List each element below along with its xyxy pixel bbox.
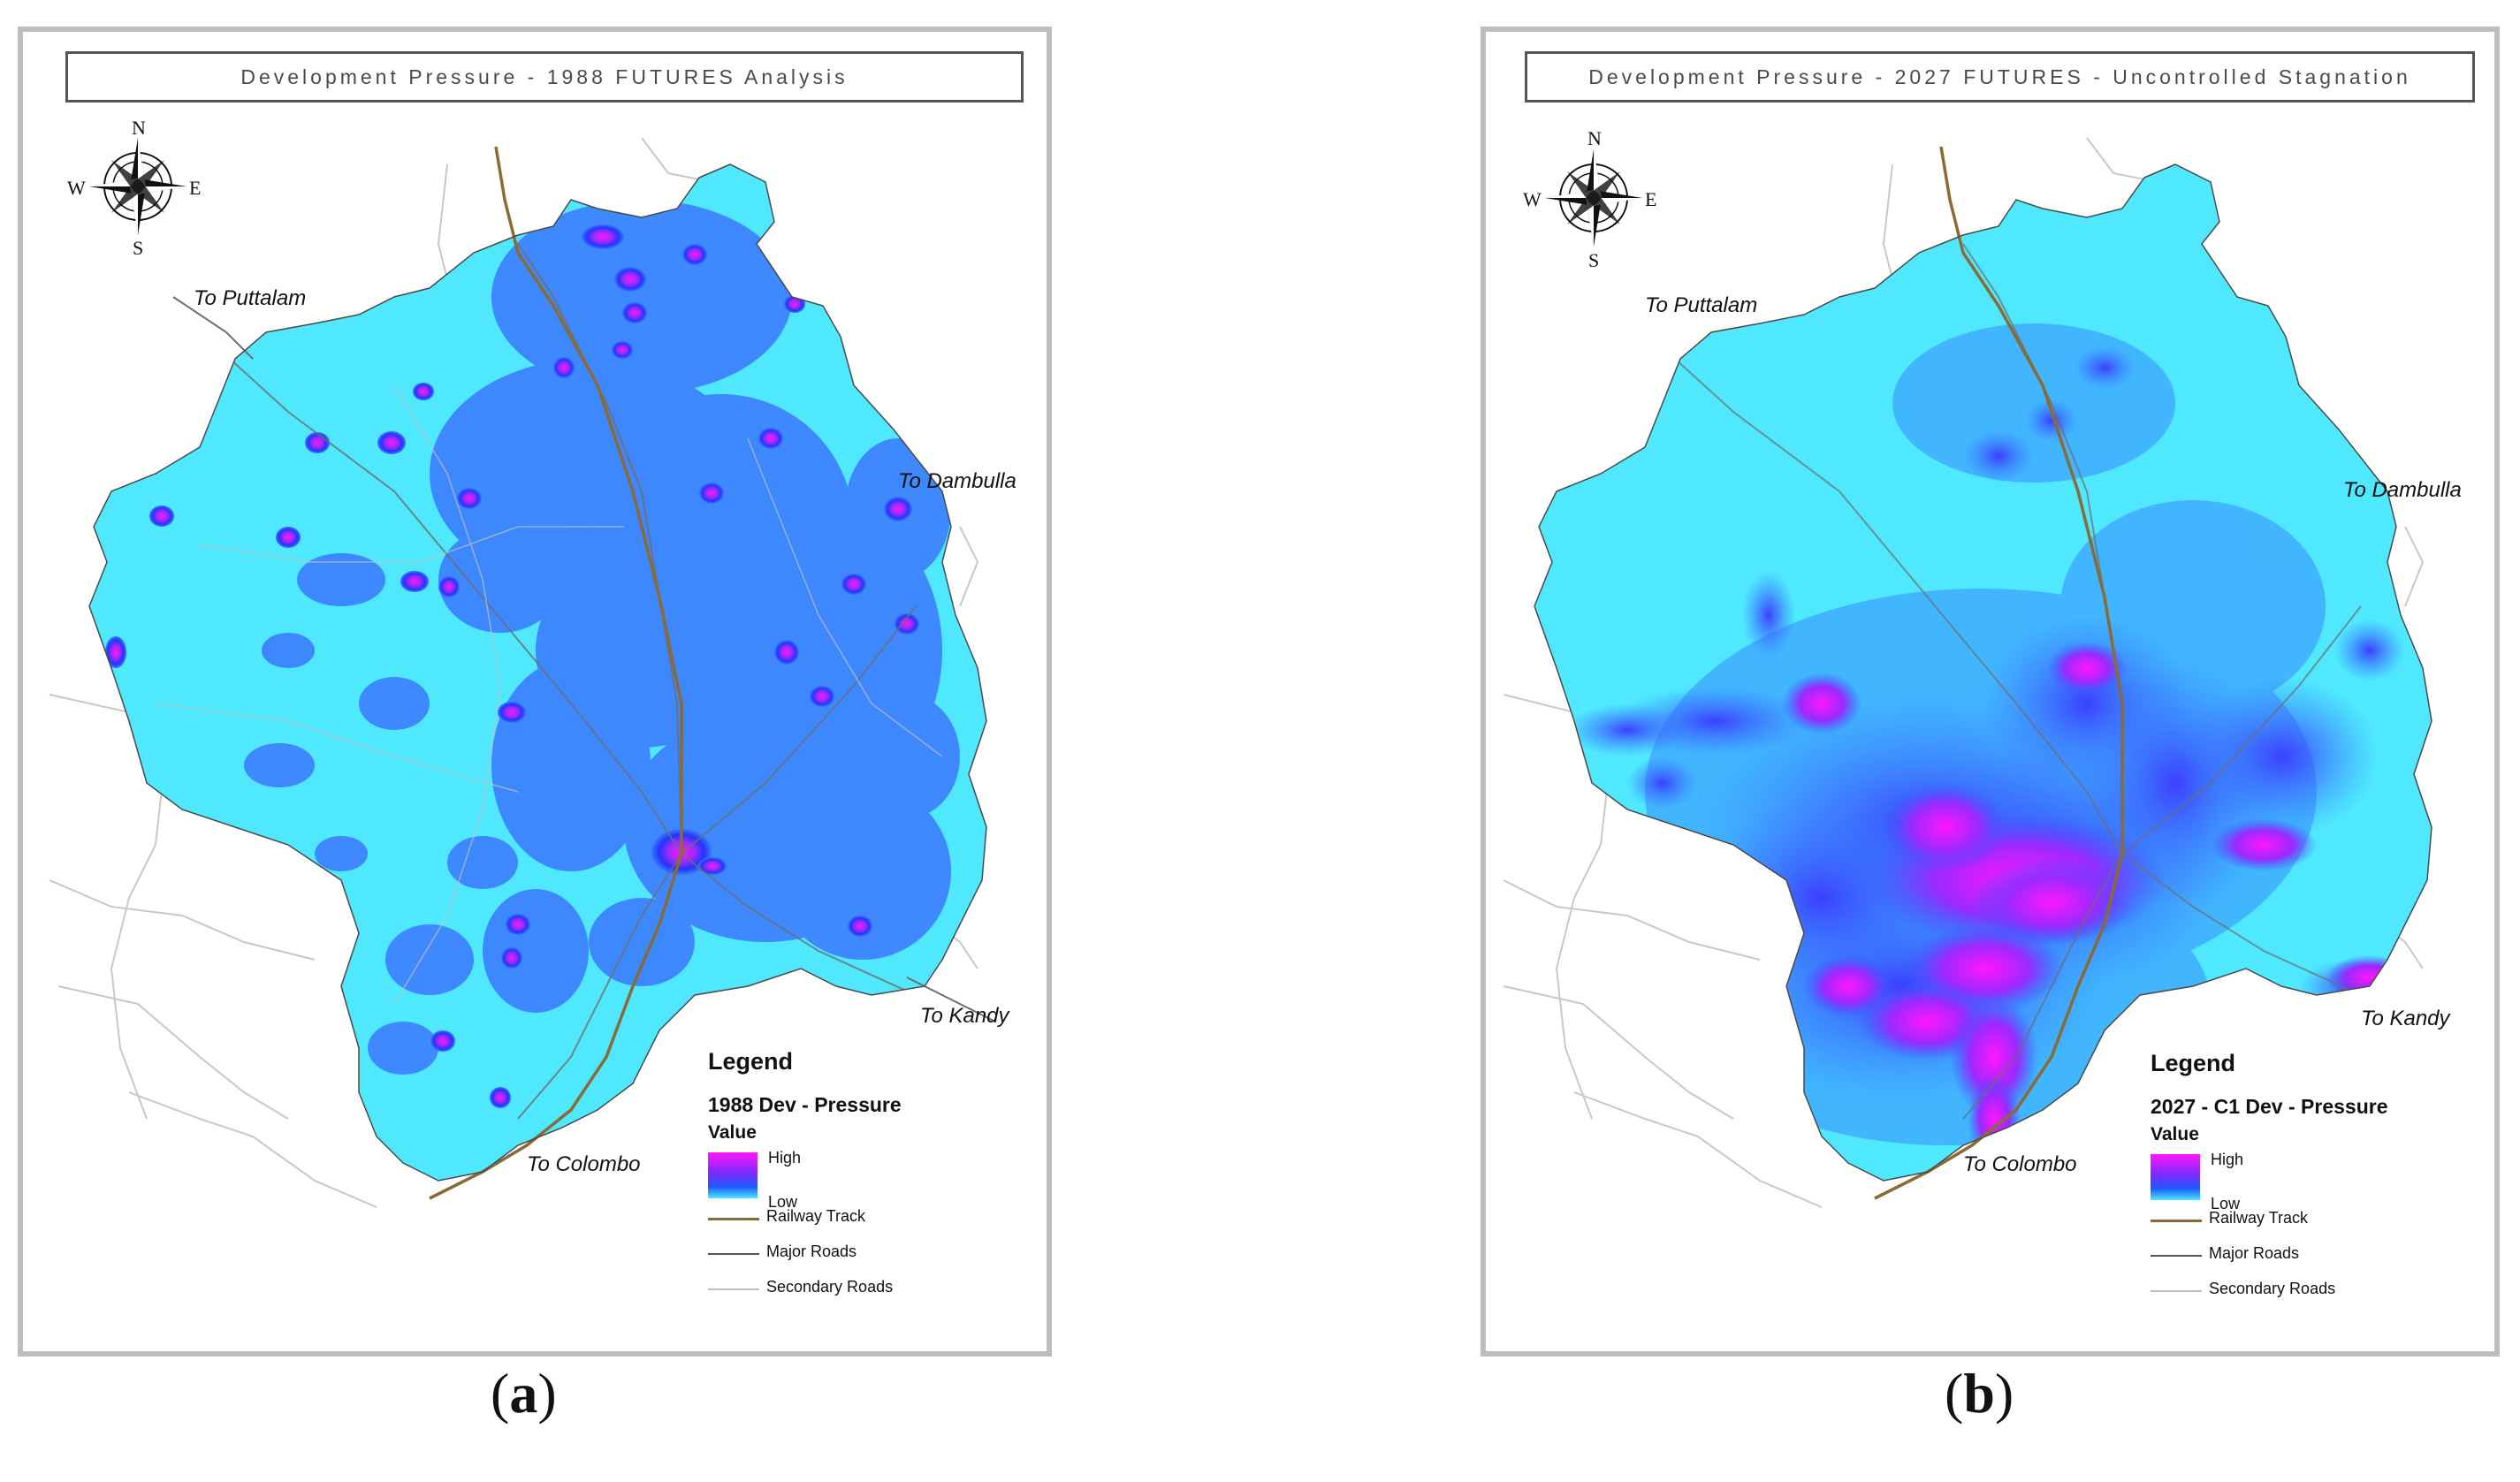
label-to-puttalam: To Puttalam xyxy=(1645,293,1758,317)
label-to-colombo: To Colombo xyxy=(527,1152,641,1176)
map-panel-2027: Development Pressure - 2027 FUTURES - Un… xyxy=(1481,27,2500,1357)
compass-west: W xyxy=(1523,188,1542,210)
map-legend: Legend 2027 - C1 Dev - Pressure Value Hi… xyxy=(2151,1050,2469,1310)
legend-title: Legend xyxy=(708,1048,794,1075)
compass-north: N xyxy=(1587,127,1602,149)
map-title: Development Pressure - 1988 FUTURES Anal… xyxy=(65,51,1024,103)
legend-railway-label: Railway Track xyxy=(766,1207,866,1225)
district-boundary xyxy=(88,163,987,1182)
compass-rose-icon xyxy=(1545,149,1642,247)
caption-a-letter: a xyxy=(509,1362,538,1425)
district-boundary xyxy=(1534,163,2432,1182)
compass-rose-icon xyxy=(89,138,187,235)
railway-symbol-icon xyxy=(2151,1220,2202,1222)
map-canvas-1988 xyxy=(49,137,996,1208)
legend-low: Low xyxy=(768,1193,798,1211)
label-to-puttalam: To Puttalam xyxy=(194,286,307,310)
legend-color-ramp: High Low xyxy=(2151,1151,2469,1212)
label-to-dambulla: To Dambulla xyxy=(2343,478,2462,502)
legend-secondary-roads-label: Secondary Roads xyxy=(766,1278,894,1296)
legend-item-secondary-roads: Secondary Roads xyxy=(2151,1278,2469,1310)
color-ramp-swatch xyxy=(2151,1154,2200,1200)
legend-layer-name: 2027 - C1 Dev - Pressure xyxy=(2151,1095,2388,1118)
pressure-surface-1988 xyxy=(89,164,986,1181)
legend-value-label: Value xyxy=(2151,1124,2199,1144)
compass-east: E xyxy=(189,177,202,199)
legend-item-major-roads: Major Roads xyxy=(708,1241,1009,1273)
legend-item-railway: Railway Track xyxy=(708,1205,1009,1237)
legend-high: High xyxy=(768,1149,802,1167)
hotspots-2027 xyxy=(1782,642,2414,1163)
compass-east: E xyxy=(1645,188,1657,210)
legend-layer-name: 1988 Dev - Pressure xyxy=(708,1093,902,1116)
caption-b: (b) xyxy=(1945,1362,2014,1425)
compass-north: N xyxy=(132,117,146,139)
legend-item-major-roads: Major Roads xyxy=(2151,1243,2469,1274)
legend-item-secondary-roads: Secondary Roads xyxy=(708,1276,1009,1308)
legend-high: High xyxy=(2211,1151,2244,1168)
compass-west: W xyxy=(67,177,86,199)
railway-track xyxy=(1874,146,2124,1200)
map-canvas-2027 xyxy=(1503,137,2432,1208)
color-ramp-swatch xyxy=(708,1152,758,1198)
map-panel-1988: Development Pressure - 1988 FUTURES Anal… xyxy=(18,27,1052,1357)
legend-value-label: Value xyxy=(708,1122,757,1143)
caption-a: (a) xyxy=(491,1362,557,1425)
secondary-road-symbol-icon xyxy=(708,1288,759,1290)
legend-railway-label: Railway Track xyxy=(2209,1209,2309,1227)
legend-major-roads-label: Major Roads xyxy=(766,1243,857,1260)
secondary-road-symbol-icon xyxy=(2151,1290,2202,1292)
railway-symbol-icon xyxy=(708,1218,759,1220)
label-to-kandy: To Kandy xyxy=(2361,1007,2450,1030)
major-roads xyxy=(190,243,917,1120)
compass-south: S xyxy=(133,237,144,259)
major-road-symbol-icon xyxy=(708,1253,759,1255)
hotspots-1988 xyxy=(105,224,919,1108)
legend-low: Low xyxy=(2211,1195,2241,1212)
secondary-roads xyxy=(49,137,979,1208)
compass-south: S xyxy=(1588,249,1600,271)
label-to-dambulla: To Dambulla xyxy=(898,469,1016,493)
legend-item-railway: Railway Track xyxy=(2151,1207,2469,1239)
legend-title: Legend xyxy=(2151,1050,2236,1076)
label-to-colombo: To Colombo xyxy=(1963,1152,2077,1176)
legend-color-ramp: High Low xyxy=(708,1149,1009,1211)
railway-track xyxy=(429,146,683,1200)
map-title: Development Pressure - 2027 FUTURES - Un… xyxy=(1525,51,2475,103)
map-legend: Legend 1988 Dev - Pressure Value High Lo… xyxy=(708,1048,1009,1308)
label-to-kandy: To Kandy xyxy=(920,1004,1009,1028)
caption-b-letter: b xyxy=(1963,1362,1995,1425)
legend-secondary-roads-label: Secondary Roads xyxy=(2209,1280,2336,1297)
legend-major-roads-label: Major Roads xyxy=(2209,1244,2300,1262)
secondary-roads-inner xyxy=(155,384,943,1005)
major-road-symbol-icon xyxy=(2151,1255,2202,1257)
